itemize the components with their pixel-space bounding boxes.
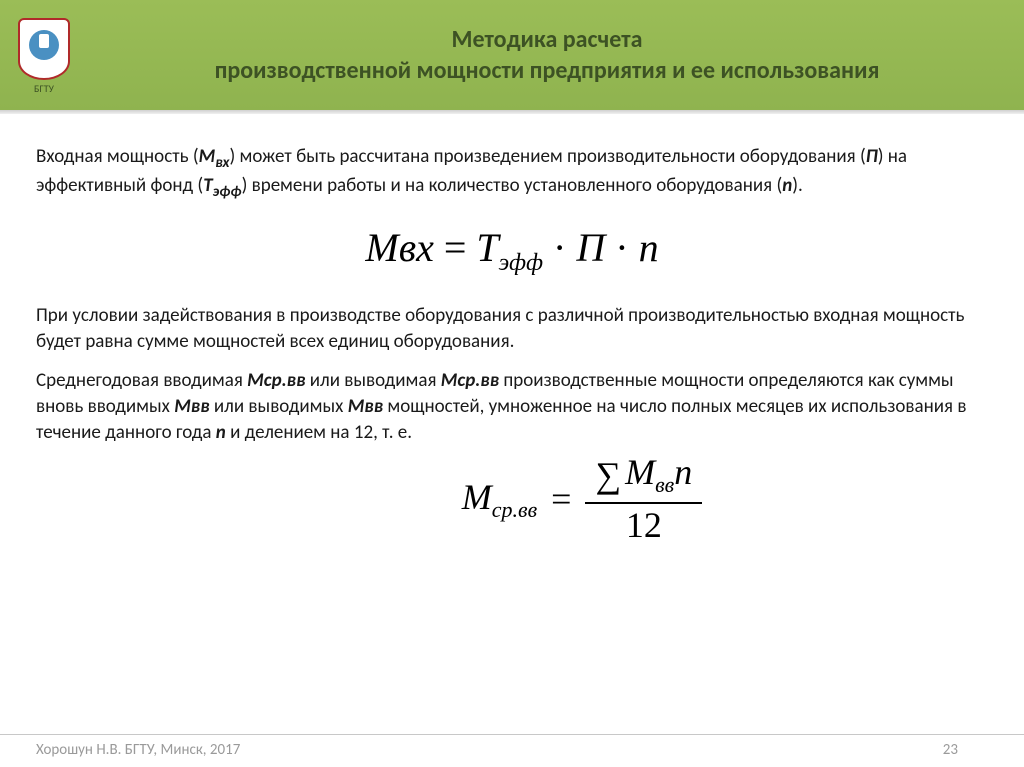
formula-1: Мвх = Тэфф · П · n	[36, 221, 988, 279]
paragraph-1: Входная мощность (Мвх) может быть рассчи…	[36, 144, 988, 203]
page-number: 23	[943, 741, 958, 759]
f2-numerator: ∑ Мввn	[585, 453, 702, 503]
slide-footer: Хорошун Н.В. БГТУ, Минск, 2017 23	[0, 734, 1024, 767]
logo-emblem	[29, 30, 59, 60]
paragraph-3: Среднегодовая вводимая Мср.вв или выводи…	[36, 368, 988, 445]
f2-fraction: ∑ Мввn 12	[585, 453, 702, 545]
formula-2-wrap: Мср.вв = ∑ Мввn 12	[176, 453, 988, 545]
slide-header: БГТУ Методика расчета производственной м…	[0, 0, 1024, 110]
logo-caption: БГТУ	[18, 82, 70, 95]
university-logo	[18, 18, 70, 80]
paragraph-2: При условии задействования в производств…	[36, 303, 988, 354]
formula-2: Мср.вв = ∑ Мввn 12	[462, 453, 702, 545]
f2-eq: =	[551, 475, 571, 524]
title-line-1: Методика расчета	[452, 25, 643, 54]
title-line-2: производственной мощности предприятия и …	[215, 56, 880, 85]
f2-denominator: 12	[626, 504, 662, 546]
footer-author: Хорошун Н.В. БГТУ, Минск, 2017	[36, 741, 240, 759]
slide-content: Входная мощность (Мвх) может быть рассчи…	[0, 114, 1024, 555]
logo-block: БГТУ	[18, 18, 70, 95]
f2-lhs: Мср.вв	[462, 473, 537, 525]
slide-title: Методика расчета производственной мощнос…	[90, 24, 1004, 86]
